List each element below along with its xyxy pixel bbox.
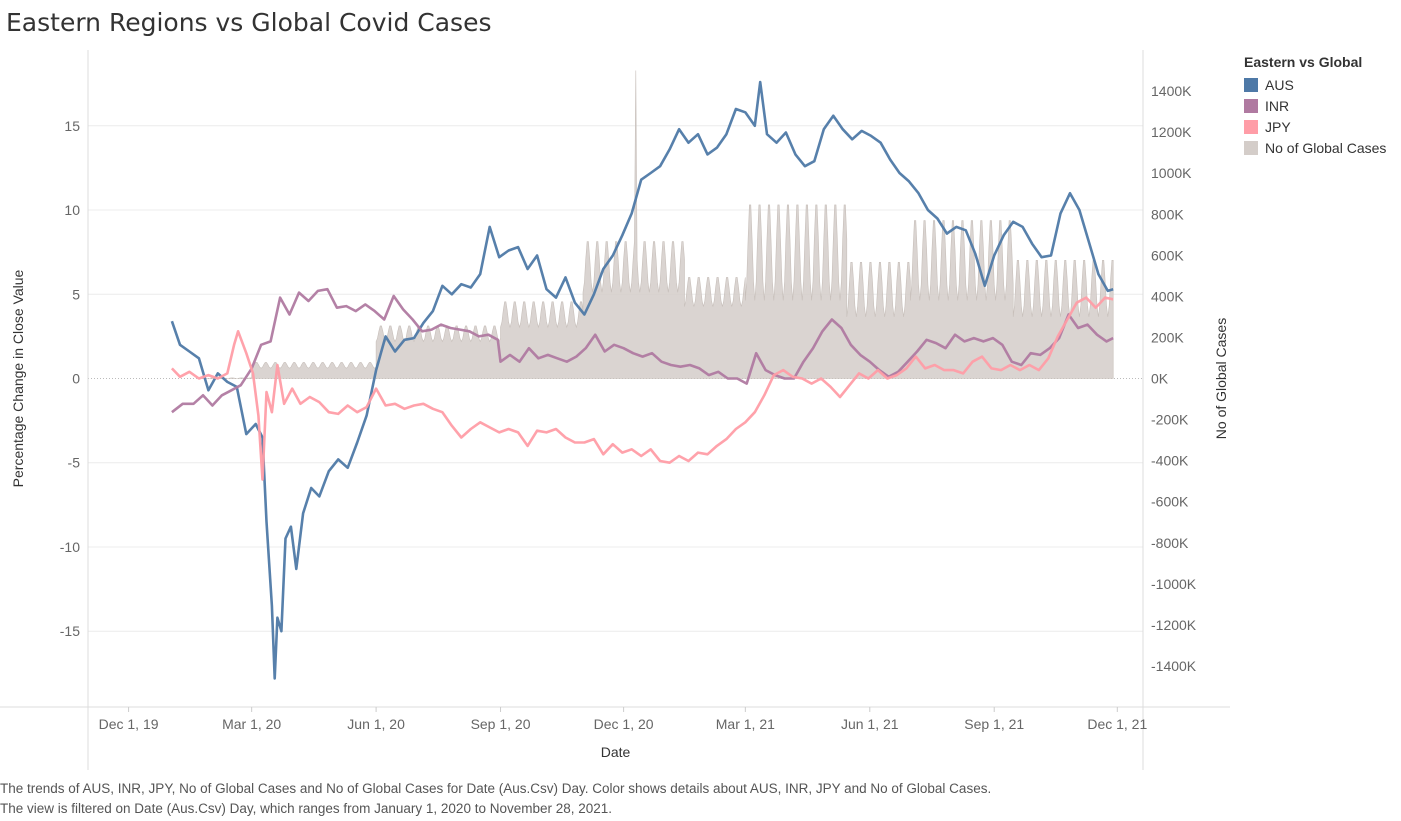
x-axis-title: Date [601,744,631,760]
right-axis-ticks: 1400K 1200K 1000K 800K 600K 400K 200K 0K -200K -4… [1151,83,1197,674]
caption-line-1: The trends of AUS, INR, JPY, No of Globa… [0,781,992,796]
y-tick-label: 15 [64,118,80,134]
caption: The trends of AUS, INR, JPY, No of Globa… [0,779,991,819]
legend-swatch-aus [1244,77,1258,92]
legend-item-aus[interactable]: AUS [1244,74,1386,95]
legend-title: Eastern vs Global [1244,54,1363,70]
y2-tick-label: 600K [1151,247,1184,263]
x-tick-label: Mar 1, 21 [716,716,775,732]
y2-tick-label: -1200K [1151,617,1197,633]
legend-item-jpy[interactable]: JPY [1244,116,1386,137]
legend-label-jpy: JPY [1265,118,1291,135]
series-line-jpy [170,296,1114,481]
y2-tick-label: -200K [1151,412,1189,428]
x-tick-label: Dec 1, 20 [594,716,654,732]
y2-tick-label: -1000K [1151,576,1197,592]
legend-label-aus: AUS [1265,76,1294,93]
y-tick-label: 10 [64,202,80,218]
y-tick-label: 0 [72,371,80,387]
global-cases-area [198,70,1114,379]
legend-label-inr: INR [1265,97,1290,114]
legend-swatch-jpy [1244,119,1258,134]
legend-swatch-inr [1244,98,1258,113]
chart-canvas: 15 10 5 0 -5 -10 -15 1400K 1200K 1000K 800K 600K 40… [0,50,1230,770]
x-tick-label: Mar 1, 20 [222,716,281,732]
y2-tick-label: -600K [1151,494,1189,510]
series-lines [170,80,1114,680]
caption-line-2: The view is filtered on Date (Aus.Csv) D… [0,801,613,816]
x-tick-label: Dec 1, 19 [99,716,159,732]
area-global-cases [198,70,1114,379]
legend: Eastern vs Global AUS INR JPY No of Glob… [1244,54,1386,158]
chart-frame [0,50,1230,770]
y-tick-label: -10 [60,539,80,555]
y-tick-label: -5 [68,455,81,471]
series-line-inr [171,287,1114,414]
y-tick-label: -15 [60,623,80,639]
x-tick-label: Dec 1, 21 [1087,716,1147,732]
legend-label-global-cases: No of Global Cases [1265,139,1387,156]
x-tick-label: Jun 1, 21 [841,716,899,732]
y2-tick-label: 800K [1151,206,1184,222]
y2-tick-label: -400K [1151,453,1189,469]
series-line-aus [170,80,1114,680]
y2-tick-label: 1400K [1151,83,1192,99]
y2-tick-label: 400K [1151,288,1184,304]
left-axis-ticks: 15 10 5 0 -5 -10 -15 [60,118,80,639]
y-tick-label: 5 [72,286,80,302]
chart-title: Eastern Regions vs Global Covid Cases [6,8,492,37]
y2-axis-title: No of Global Cases [1213,318,1229,439]
y-axis-title: Percentage Change in Close Value [10,269,26,487]
x-tick-label: Sep 1, 21 [964,716,1024,732]
y2-tick-label: 1000K [1151,165,1192,181]
y2-tick-label: 1200K [1151,124,1192,140]
y2-tick-label: 0K [1151,371,1169,387]
y2-tick-label: 200K [1151,329,1184,345]
y2-tick-label: -800K [1151,535,1189,551]
x-tick-label: Jun 1, 20 [347,716,405,732]
x-tick-label: Sep 1, 20 [471,716,531,732]
legend-swatch-global-cases [1244,140,1258,155]
legend-item-global-cases[interactable]: No of Global Cases [1244,137,1386,158]
x-axis-ticks: Dec 1, 19 Mar 1, 20 Jun 1, 20 Sep 1, 20 Dec … [99,707,1147,732]
y2-tick-label: -1400K [1151,658,1197,674]
legend-item-inr[interactable]: INR [1244,95,1386,116]
